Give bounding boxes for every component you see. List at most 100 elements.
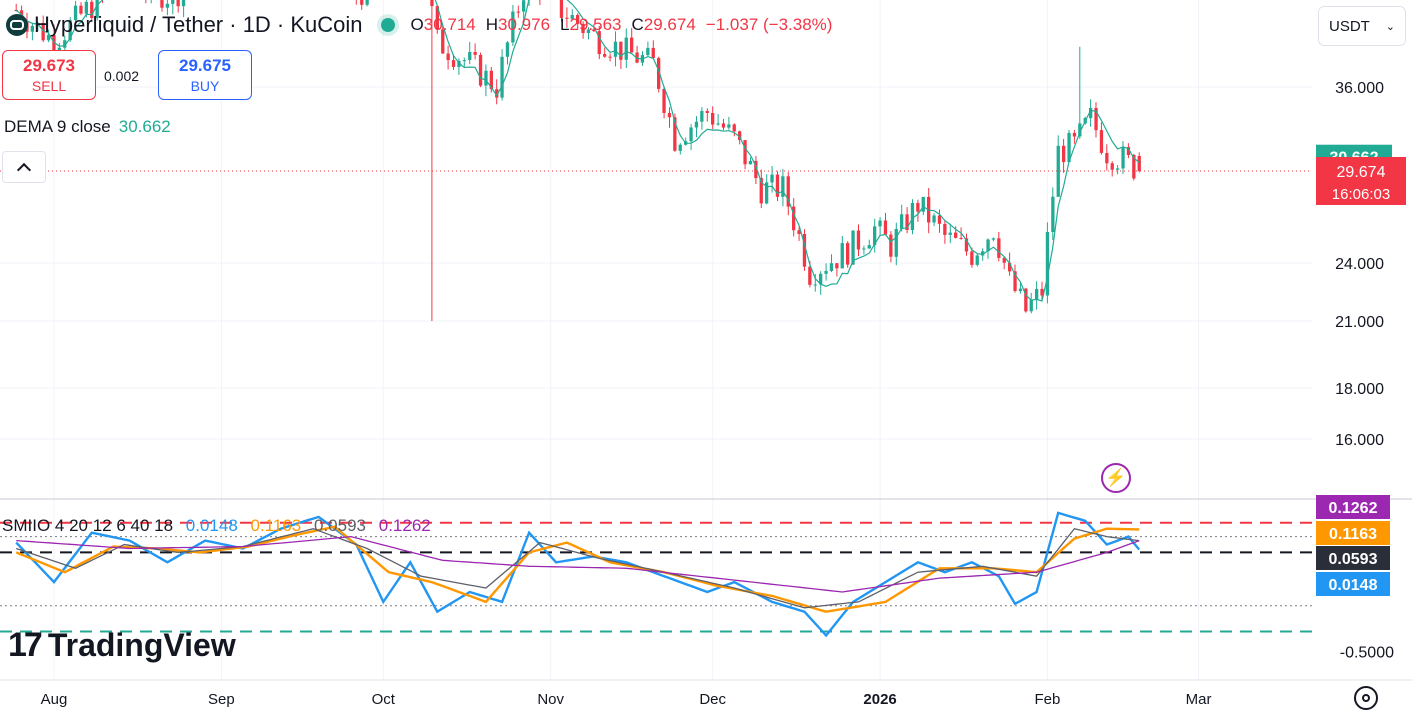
price-axis[interactable]: Aug Sep Oct Nov Dec 2026 Feb Mar 36.000 24.000 21.… bbox=[41, 80, 1406, 708]
candle-body bbox=[873, 226, 877, 246]
market-open-icon bbox=[380, 18, 395, 32]
candle-body bbox=[559, 0, 564, 18]
candle-body bbox=[765, 182, 769, 204]
symbol-header: Hyperliquid / Tether · 1D · KuCoin O30.7… bbox=[0, 8, 832, 42]
buy-price: 29.675 bbox=[179, 56, 231, 75]
dema-label: DEMA 9 close bbox=[4, 117, 111, 136]
currency-value: USDT bbox=[1329, 17, 1370, 35]
collapse-legend-button[interactable] bbox=[2, 151, 46, 183]
x-tick-label: Mar bbox=[1186, 691, 1212, 708]
candle-body bbox=[981, 251, 985, 256]
candle-body bbox=[1067, 132, 1071, 163]
currency-select[interactable]: USDT ⌄ bbox=[1318, 6, 1406, 46]
x-tick-label: 2026 bbox=[863, 691, 896, 708]
candle-body bbox=[441, 29, 445, 54]
candle-body bbox=[52, 34, 56, 56]
last-price-label: 29.674 bbox=[1337, 164, 1386, 181]
candle-body bbox=[451, 60, 456, 67]
settings-gear-icon[interactable] bbox=[1354, 686, 1378, 710]
candle-body bbox=[41, 22, 45, 41]
candle-body bbox=[1013, 271, 1017, 291]
candle-body bbox=[619, 41, 623, 60]
spread-value: 0.002 bbox=[104, 68, 140, 84]
countdown-label: 16:06:03 bbox=[1332, 186, 1390, 203]
dema-line bbox=[15, 0, 1140, 302]
candle-body bbox=[489, 70, 493, 90]
y-tick-label: 21.000 bbox=[1335, 314, 1384, 331]
candle-body bbox=[46, 34, 51, 41]
grid bbox=[0, 0, 1412, 681]
candle-body bbox=[1121, 147, 1125, 169]
ohlc-close: C29.674 bbox=[631, 15, 696, 34]
candle-body bbox=[630, 37, 634, 53]
candle-body bbox=[959, 238, 963, 239]
x-tick-label: Sep bbox=[208, 691, 235, 708]
candle-body bbox=[700, 111, 704, 122]
candle-body bbox=[570, 15, 574, 19]
candle-body bbox=[894, 229, 898, 257]
candle-body bbox=[1035, 288, 1039, 300]
candle-body bbox=[948, 232, 952, 235]
flash-icon[interactable]: ⚡ bbox=[1101, 463, 1131, 493]
osc-value-label-bg bbox=[1316, 546, 1390, 570]
candle-body bbox=[603, 54, 607, 57]
candle-body bbox=[689, 127, 693, 142]
candle-body bbox=[516, 11, 520, 13]
candle-body bbox=[862, 248, 866, 250]
smiio-legend[interactable]: SMIIO 4 20 12 6 40 18 0.0148 0.1163 0.05… bbox=[2, 516, 431, 536]
candle-body bbox=[165, 3, 169, 8]
sell-label: SELL bbox=[31, 78, 67, 94]
candle-body bbox=[721, 123, 726, 128]
candle-body bbox=[921, 196, 925, 212]
candle-body bbox=[365, 0, 369, 5]
x-tick-label: Aug bbox=[41, 691, 68, 708]
candle-body bbox=[176, 0, 180, 7]
chevron-up-icon bbox=[16, 162, 32, 177]
candle-body bbox=[797, 230, 801, 234]
smiio-value-3: 0.0593 bbox=[314, 516, 366, 535]
candle-body bbox=[457, 60, 461, 67]
candle-body bbox=[716, 123, 720, 125]
candle-body bbox=[30, 25, 34, 32]
candle-body bbox=[500, 56, 504, 98]
sell-button[interactable]: 29.673 SELL bbox=[2, 50, 96, 100]
candle-body bbox=[1137, 156, 1141, 171]
candle-body bbox=[1105, 153, 1109, 164]
candle-body bbox=[662, 88, 666, 113]
candle-body bbox=[1116, 168, 1120, 170]
candle-body bbox=[1045, 232, 1050, 296]
candle-body bbox=[954, 232, 958, 238]
candle-body bbox=[997, 238, 1001, 258]
candle-body bbox=[792, 206, 796, 231]
sell-price: 29.673 bbox=[23, 56, 75, 75]
candle-body bbox=[581, 23, 585, 33]
candle-body bbox=[1099, 130, 1104, 153]
candle-body bbox=[95, 0, 99, 18]
candle-body bbox=[910, 203, 915, 230]
candle-body bbox=[694, 121, 699, 128]
dema-series bbox=[15, 0, 1140, 302]
candle-body bbox=[597, 31, 601, 55]
candle-body bbox=[824, 271, 828, 274]
candle-body bbox=[1094, 108, 1098, 131]
symbol-title[interactable]: Hyperliquid / Tether · 1D · KuCoin bbox=[34, 12, 363, 37]
candle-body bbox=[770, 174, 774, 183]
candle-body bbox=[160, 0, 164, 8]
candle-body bbox=[1110, 163, 1114, 170]
dema-legend[interactable]: DEMA 9 close 30.662 bbox=[4, 117, 171, 137]
candle-body bbox=[430, 0, 434, 7]
candle-body bbox=[813, 284, 817, 286]
tradingview-logo[interactable]: 17 TradingView bbox=[8, 626, 236, 665]
candle-body bbox=[1029, 300, 1033, 312]
smiio-oscillator bbox=[0, 511, 1312, 638]
candle-body bbox=[592, 29, 596, 32]
osc-value-label-bg bbox=[1316, 572, 1390, 596]
candle-body bbox=[964, 238, 969, 252]
ohlc-high: H30.976 bbox=[485, 15, 551, 34]
candle-body bbox=[651, 47, 655, 59]
candle-body bbox=[1008, 262, 1012, 272]
candle-body bbox=[846, 243, 850, 265]
buy-button[interactable]: 29.675 BUY bbox=[158, 50, 252, 100]
candle-body bbox=[90, 1, 94, 19]
